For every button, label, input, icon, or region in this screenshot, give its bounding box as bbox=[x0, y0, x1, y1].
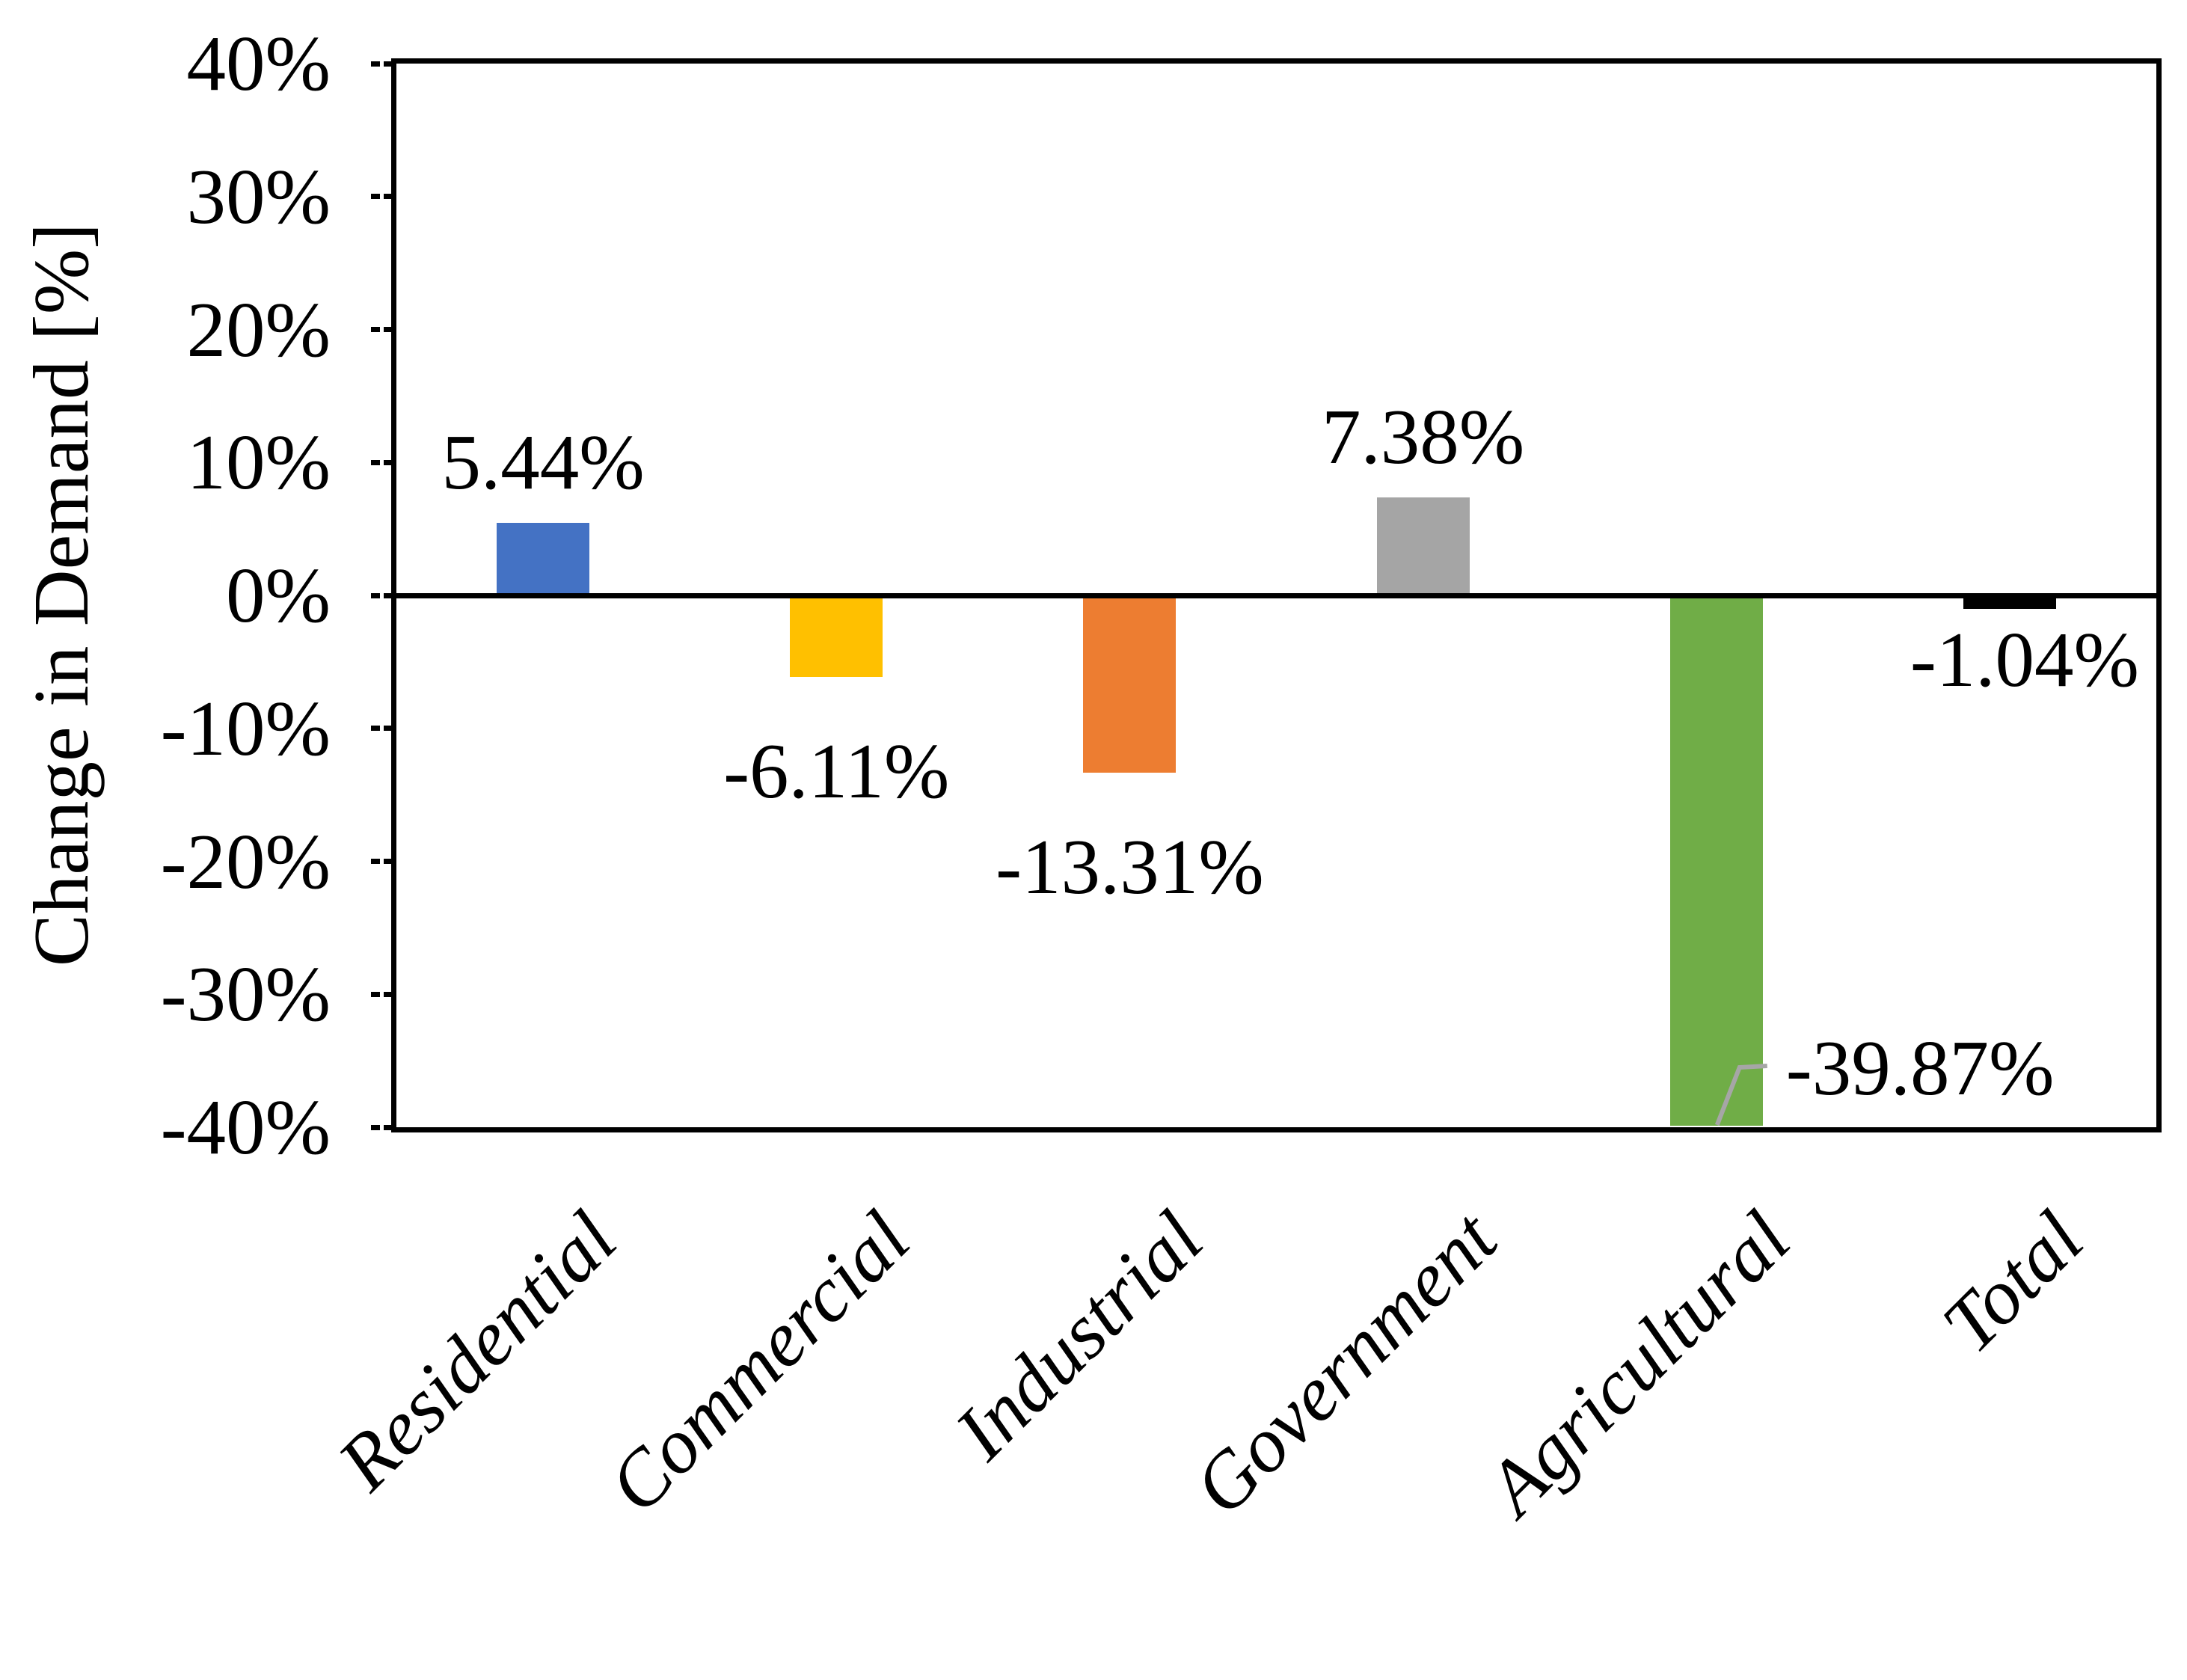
bar-agricultural bbox=[1669, 595, 1763, 1126]
data-label-industrial: -13.31% bbox=[996, 822, 1264, 910]
y-tick-mark-30--inner bbox=[384, 194, 393, 200]
data-label-government: 7.38% bbox=[1321, 392, 1525, 480]
y-tick-mark--30--outer bbox=[371, 991, 380, 997]
bar-total bbox=[1963, 595, 2056, 610]
bar-industrial bbox=[1083, 595, 1177, 773]
y-tick-mark-0--outer bbox=[371, 592, 380, 598]
data-label-total: -1.04% bbox=[1910, 616, 2139, 704]
y-tick-mark-10--outer bbox=[371, 459, 380, 465]
y-tick-label-20-: 20% bbox=[186, 285, 331, 373]
data-label-agricultural: -39.87% bbox=[1785, 1024, 2055, 1112]
y-tick-mark--30--inner bbox=[384, 991, 393, 997]
data-label-commercial: -6.11% bbox=[723, 726, 950, 815]
y-tick-label-10-: 10% bbox=[186, 418, 331, 506]
y-tick-mark--10--outer bbox=[371, 726, 380, 732]
y-tick-label-30-: 30% bbox=[186, 152, 331, 240]
y-tick-mark-0--inner bbox=[384, 592, 393, 598]
y-tick-mark--40--inner bbox=[384, 1124, 393, 1130]
y-tick-mark--20--outer bbox=[371, 859, 380, 864]
y-tick-mark-10--inner bbox=[384, 459, 393, 465]
y-tick-mark--40--outer bbox=[371, 1124, 380, 1130]
bar-government bbox=[1376, 497, 1470, 595]
data-label-residential: 5.44% bbox=[441, 418, 645, 506]
y-tick-label--20-: -20% bbox=[160, 817, 331, 905]
y-tick-mark-40--inner bbox=[384, 61, 393, 67]
y-tick-mark-20--inner bbox=[384, 327, 393, 332]
y-tick-mark-20--outer bbox=[371, 327, 380, 332]
y-tick-label--40-: -40% bbox=[160, 1083, 331, 1171]
y-tick-label-40-: 40% bbox=[186, 19, 331, 107]
y-tick-label--30-: -30% bbox=[160, 950, 331, 1038]
y-tick-mark--20--inner bbox=[384, 859, 393, 864]
y-tick-label--10-: -10% bbox=[160, 684, 331, 772]
bar-commercial bbox=[790, 595, 883, 677]
bar-residential bbox=[497, 523, 590, 595]
y-tick-mark-30--outer bbox=[371, 194, 380, 200]
y-tick-label-0-: 0% bbox=[226, 551, 331, 639]
y-tick-mark--10--inner bbox=[384, 726, 393, 732]
leader-line bbox=[1714, 1064, 1767, 1126]
y-tick-mark-40--outer bbox=[371, 61, 380, 67]
zero-axis-line bbox=[396, 592, 2156, 598]
